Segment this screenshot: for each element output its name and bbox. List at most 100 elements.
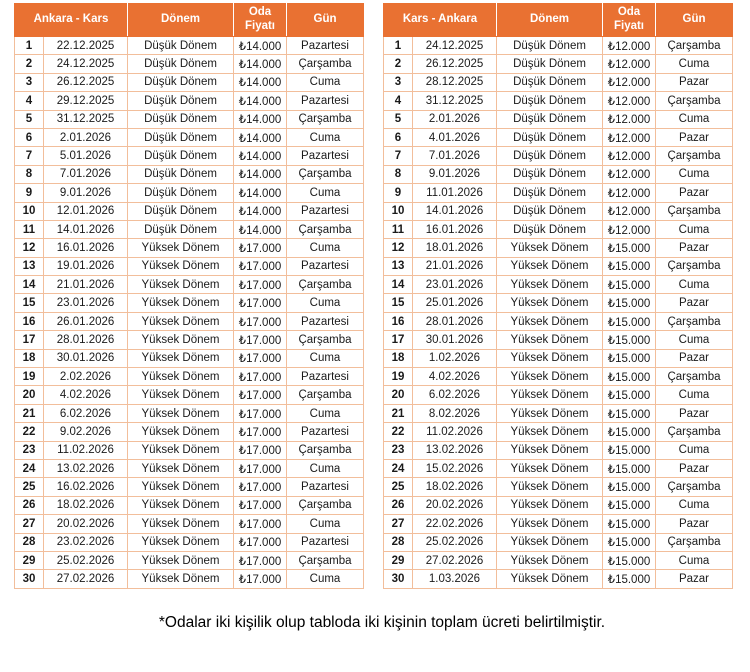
- row-number-cell: 18: [14, 348, 44, 369]
- price-cell: ₺14.000: [233, 183, 287, 203]
- date-cell: 19.01.2026: [43, 256, 128, 277]
- fare-table-kars-ankara: Kars - Ankara Dönem Oda Fiyatı Gün 1 24.…: [383, 3, 733, 589]
- price-cell: ₺17.000: [233, 403, 287, 424]
- period-cell: Yüksek Dönem: [496, 348, 603, 369]
- table-row: 8 7.01.2026 Düşük Dönem ₺14.000 Çarşamba: [14, 164, 364, 185]
- table-row: 27 20.02.2026 Yüksek Dönem ₺17.000 Cuma: [14, 514, 364, 534]
- row-number-cell: 3: [383, 72, 413, 93]
- day-cell: Cuma: [655, 550, 733, 571]
- date-cell: 28.01.2026: [43, 330, 128, 350]
- day-cell: Cuma: [286, 514, 364, 534]
- price-cell: ₺17.000: [233, 385, 287, 405]
- table-row: 3 28.12.2025 Düşük Dönem ₺12.000 Pazar: [383, 72, 733, 93]
- row-number-cell: 7: [383, 146, 413, 166]
- table-row: 15 25.01.2026 Yüksek Dönem ₺15.000 Pazar: [383, 293, 733, 313]
- day-cell: Pazartesi: [286, 256, 364, 277]
- period-cell: Düşük Dönem: [496, 54, 603, 74]
- table-row: 26 20.02.2026 Yüksek Dönem ₺15.000 Cuma: [383, 495, 733, 516]
- period-cell: Düşük Dönem: [496, 72, 603, 93]
- day-cell: Çarşamba: [286, 330, 364, 350]
- row-number-cell: 16: [383, 311, 413, 332]
- price-cell: ₺17.000: [233, 514, 287, 534]
- price-cell: ₺14.000: [233, 146, 287, 166]
- table-row: 29 25.02.2026 Yüksek Dönem ₺17.000 Çarşa…: [14, 550, 364, 571]
- date-cell: 7.01.2026: [412, 146, 497, 166]
- period-cell: Yüksek Dönem: [127, 422, 234, 442]
- date-cell: 26.12.2025: [412, 54, 497, 74]
- row-number-cell: 2: [383, 54, 413, 74]
- day-cell: Pazar: [655, 348, 733, 369]
- day-cell: Cuma: [286, 403, 364, 424]
- date-cell: 20.02.2026: [412, 495, 497, 516]
- price-cell: ₺14.000: [233, 219, 287, 240]
- day-cell: Çarşamba: [286, 164, 364, 185]
- day-cell: Cuma: [655, 495, 733, 516]
- period-cell: Yüksek Dönem: [496, 532, 603, 552]
- row-number-cell: 20: [14, 385, 44, 405]
- row-number-cell: 28: [14, 532, 44, 552]
- date-cell: 24.12.2025: [412, 35, 497, 56]
- period-cell: Yüksek Dönem: [496, 550, 603, 571]
- row-number-cell: 14: [14, 275, 44, 295]
- row-number-cell: 30: [383, 569, 413, 589]
- day-cell: Cuma: [655, 109, 733, 129]
- price-cell: ₺12.000: [602, 127, 656, 148]
- period-cell: Yüksek Dönem: [127, 348, 234, 369]
- table-row: 12 18.01.2026 Yüksek Dönem ₺15.000 Pazar: [383, 238, 733, 258]
- price-cell: ₺12.000: [602, 91, 656, 111]
- price-cell: ₺12.000: [602, 183, 656, 203]
- date-cell: 23.02.2026: [43, 532, 128, 552]
- period-cell: Düşük Dönem: [127, 54, 234, 74]
- price-cell: ₺15.000: [602, 514, 656, 534]
- day-cell: Çarşamba: [286, 109, 364, 129]
- period-cell: Düşük Dönem: [127, 183, 234, 203]
- row-number-cell: 16: [14, 311, 44, 332]
- price-cell: ₺15.000: [602, 311, 656, 332]
- day-cell: Pazar: [655, 569, 733, 589]
- day-cell: Çarşamba: [286, 495, 364, 516]
- price-cell: ₺17.000: [233, 330, 287, 350]
- period-cell: Düşük Dönem: [496, 183, 603, 203]
- date-cell: 7.01.2026: [43, 164, 128, 185]
- table-row: 23 11.02.2026 Yüksek Dönem ₺17.000 Çarşa…: [14, 440, 364, 460]
- period-cell: Yüksek Dönem: [127, 550, 234, 571]
- price-cell: ₺15.000: [602, 238, 656, 258]
- date-cell: 31.12.2025: [43, 109, 128, 129]
- table-row: 13 19.01.2026 Yüksek Dönem ₺17.000 Pazar…: [14, 256, 364, 277]
- date-cell: 18.02.2026: [43, 495, 128, 516]
- row-number-cell: 27: [383, 514, 413, 534]
- row-number-cell: 30: [14, 569, 44, 589]
- table-row: 17 28.01.2026 Yüksek Dönem ₺17.000 Çarşa…: [14, 330, 364, 350]
- price-cell: ₺15.000: [602, 385, 656, 405]
- price-cell: ₺15.000: [602, 348, 656, 369]
- date-cell: 2.02.2026: [43, 367, 128, 387]
- price-cell: ₺14.000: [233, 164, 287, 185]
- price-cell: ₺17.000: [233, 348, 287, 369]
- row-number-cell: 6: [14, 127, 44, 148]
- period-cell: Düşük Dönem: [496, 109, 603, 129]
- price-cell: ₺14.000: [233, 91, 287, 111]
- table-row: 16 26.01.2026 Yüksek Dönem ₺17.000 Pazar…: [14, 311, 364, 332]
- table-row: 16 28.01.2026 Yüksek Dönem ₺15.000 Çarşa…: [383, 311, 733, 332]
- day-cell: Çarşamba: [655, 201, 733, 221]
- price-cell: ₺12.000: [602, 54, 656, 74]
- date-cell: 16.02.2026: [43, 477, 128, 497]
- period-cell: Yüksek Dönem: [496, 458, 603, 479]
- price-cell: ₺17.000: [233, 532, 287, 552]
- price-cell: ₺15.000: [602, 367, 656, 387]
- price-cell: ₺17.000: [233, 311, 287, 332]
- period-cell: Yüksek Dönem: [127, 477, 234, 497]
- row-number-cell: 24: [383, 458, 413, 479]
- table-row: 21 6.02.2026 Yüksek Dönem ₺17.000 Cuma: [14, 403, 364, 424]
- day-cell: Cuma: [655, 275, 733, 295]
- date-cell: 28.12.2025: [412, 72, 497, 93]
- price-cell: ₺17.000: [233, 275, 287, 295]
- price-cell: ₺15.000: [602, 422, 656, 442]
- day-cell: Pazar: [655, 127, 733, 148]
- price-cell: ₺15.000: [602, 532, 656, 552]
- price-cell: ₺12.000: [602, 201, 656, 221]
- table-row: 5 31.12.2025 Düşük Dönem ₺14.000 Çarşamb…: [14, 109, 364, 129]
- date-cell: 1.03.2026: [412, 569, 497, 589]
- table-row: 30 27.02.2026 Yüksek Dönem ₺17.000 Cuma: [14, 569, 364, 589]
- period-cell: Düşük Dönem: [127, 127, 234, 148]
